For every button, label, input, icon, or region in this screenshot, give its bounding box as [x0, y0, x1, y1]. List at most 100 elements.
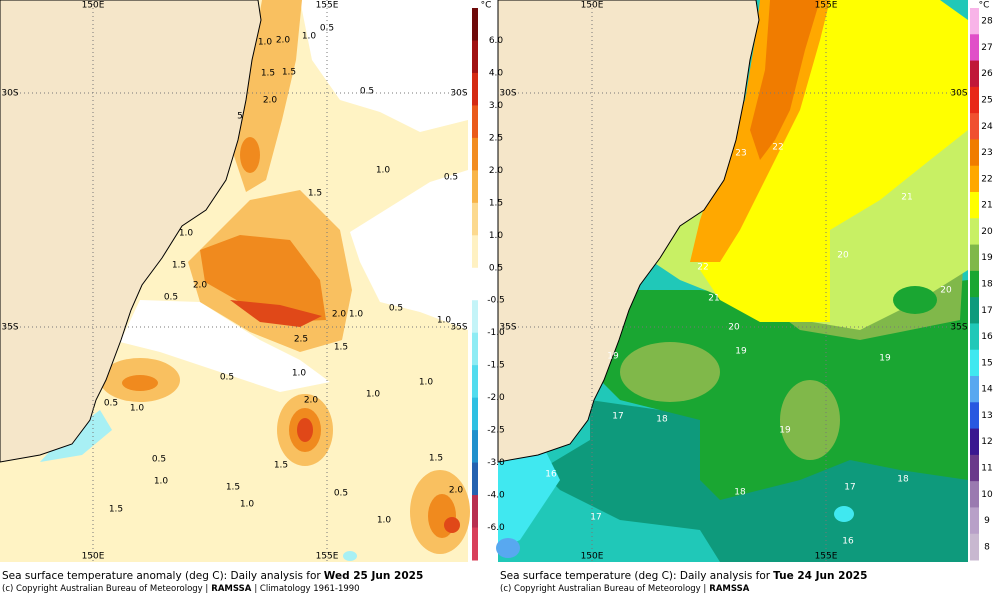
colorbar-label: 24: [981, 122, 993, 132]
colorbar-swatch: [970, 428, 979, 456]
colorbar-label: -1.5: [487, 361, 505, 371]
colorbar-label: 18: [981, 280, 993, 290]
credit: (c) Copyright Australian Bureau of Meteo…: [2, 584, 360, 594]
colorbar-label: -1.0: [487, 328, 505, 338]
colorbar-label: 27: [981, 43, 992, 53]
colorbar-label: -0.5: [487, 296, 505, 306]
colorbar-swatch: [970, 113, 979, 140]
contour-label: 1.0: [366, 390, 381, 400]
lat-label: 35S: [450, 323, 467, 333]
colorbar-label: 2.5: [489, 133, 503, 143]
contour-region: [834, 506, 854, 522]
contour-label: 22: [697, 263, 708, 273]
contour-region: [240, 137, 260, 173]
colorbar-label: 0.5: [489, 263, 503, 273]
colorbar-swatch: [970, 481, 979, 508]
contour-label: 0.5: [164, 293, 178, 303]
colorbar-swatch: [970, 244, 979, 272]
contour-region: [120, 300, 330, 392]
contour-label: 22: [772, 143, 783, 153]
lon-label: 150E: [581, 552, 604, 562]
colorbar-swatch: [472, 430, 478, 464]
contour-region: [780, 380, 840, 460]
colorbar-label: 9: [984, 516, 990, 526]
credit: (c) Copyright Australian Bureau of Meteo…: [500, 584, 749, 594]
contour-label: 1.5: [334, 343, 348, 353]
contour-region: [498, 440, 560, 550]
lon-label: 155E: [316, 552, 339, 562]
contour-region: [350, 170, 468, 330]
credit-product: RAMSSA: [709, 584, 750, 594]
contour-region: [122, 375, 158, 391]
contour-label: 2.0: [193, 281, 208, 291]
colorbar-swatch: [970, 323, 979, 351]
land: [0, 0, 262, 463]
colorbar-label: -2.0: [487, 393, 505, 403]
contour-label: 16: [842, 537, 854, 547]
lat-label: 30S: [450, 89, 467, 99]
colorbar-swatch: [970, 192, 979, 219]
contour-label: 1.0: [349, 310, 364, 320]
colorbar-swatch: [970, 270, 979, 298]
colorbar-swatch: [472, 527, 478, 561]
contour-label: 19: [735, 347, 747, 357]
contour-label: 1.0: [377, 516, 392, 526]
contour-label: 0.5: [152, 455, 166, 465]
contour-label: 17: [844, 483, 855, 493]
credit-suffix: | Climatology 1961-1990: [254, 584, 360, 594]
contour-label: 18: [897, 475, 909, 485]
colorbar-label: 21: [981, 201, 992, 211]
contour-label: 1.0: [154, 477, 169, 487]
colorbar-label: 13: [981, 411, 992, 421]
colorbar-label: 1.5: [489, 198, 503, 208]
colorbar-swatch: [472, 170, 478, 204]
colorbar-label: 1.0: [489, 231, 504, 241]
lat-label: 30S: [499, 89, 516, 99]
contour-label: 1.0: [130, 404, 145, 414]
colorbar-label: 11: [981, 464, 992, 474]
colorbar-label: -2.5: [487, 426, 505, 436]
contour-label: 1.0: [437, 316, 452, 326]
lon-label: 155E: [316, 1, 339, 11]
contour-label: 2.0: [449, 486, 464, 496]
colorbar-swatch: [970, 402, 979, 430]
colorbar-unit: °C: [979, 1, 990, 11]
lon-label: 155E: [815, 552, 838, 562]
colorbar-label: 23: [981, 148, 992, 158]
colorbar-swatch: [970, 454, 979, 482]
colorbar-swatch: [970, 297, 979, 324]
contour-label: 0.5: [389, 304, 403, 314]
contour-label: 1.0: [292, 369, 307, 379]
colorbar-swatch: [472, 40, 478, 74]
contour-label: 17: [590, 513, 601, 523]
colorbar-swatch: [970, 507, 979, 535]
colorbar-swatch: [472, 267, 478, 301]
contour-region: [297, 418, 313, 442]
credit-text: (c) Copyright Australian Bureau of Meteo…: [2, 584, 209, 594]
colorbar-label: 20: [981, 227, 993, 237]
colorbar-label: 26: [981, 69, 993, 79]
contour-region: [200, 235, 326, 322]
contour-label: 2.0: [332, 310, 347, 320]
lat-label: 30S: [950, 89, 967, 99]
lat-label: 30S: [1, 89, 18, 99]
colorbar-label: -6.0: [487, 523, 505, 533]
contour-region: [893, 286, 937, 314]
contour-label: 1.5: [282, 68, 296, 78]
contour-label: 1.0: [240, 500, 255, 510]
caption: Sea surface temperature (deg C): Daily a…: [500, 570, 867, 582]
colorbar-label: 8: [984, 542, 990, 552]
contour-label: 2.0: [263, 96, 278, 106]
colorbar-label: 15: [981, 358, 992, 368]
contour-label: 2.0: [304, 396, 319, 406]
contour-label: 1.5: [172, 261, 186, 271]
contour-label: 21: [901, 193, 912, 203]
contour-label: 17: [612, 412, 623, 422]
contour-label: 20: [837, 251, 849, 261]
lat-label: 35S: [499, 323, 516, 333]
colorbar-swatch: [970, 60, 979, 88]
contour-label: 0.5: [320, 24, 334, 34]
colorbar-label: 17: [981, 306, 992, 316]
colorbar-swatch: [472, 105, 478, 139]
